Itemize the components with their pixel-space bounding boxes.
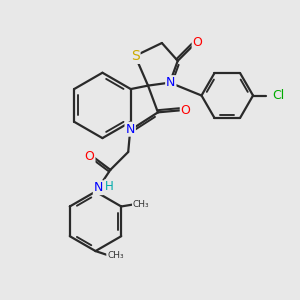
Text: Cl: Cl — [273, 89, 285, 102]
Text: H: H — [105, 180, 114, 193]
Text: N: N — [94, 181, 103, 194]
Text: O: O — [181, 104, 190, 117]
Text: CH₃: CH₃ — [133, 200, 149, 209]
Text: N: N — [125, 123, 135, 136]
Text: S: S — [131, 49, 140, 63]
Text: O: O — [85, 150, 94, 164]
Text: CH₃: CH₃ — [107, 250, 124, 260]
Text: O: O — [193, 37, 202, 50]
Text: N: N — [166, 76, 176, 89]
